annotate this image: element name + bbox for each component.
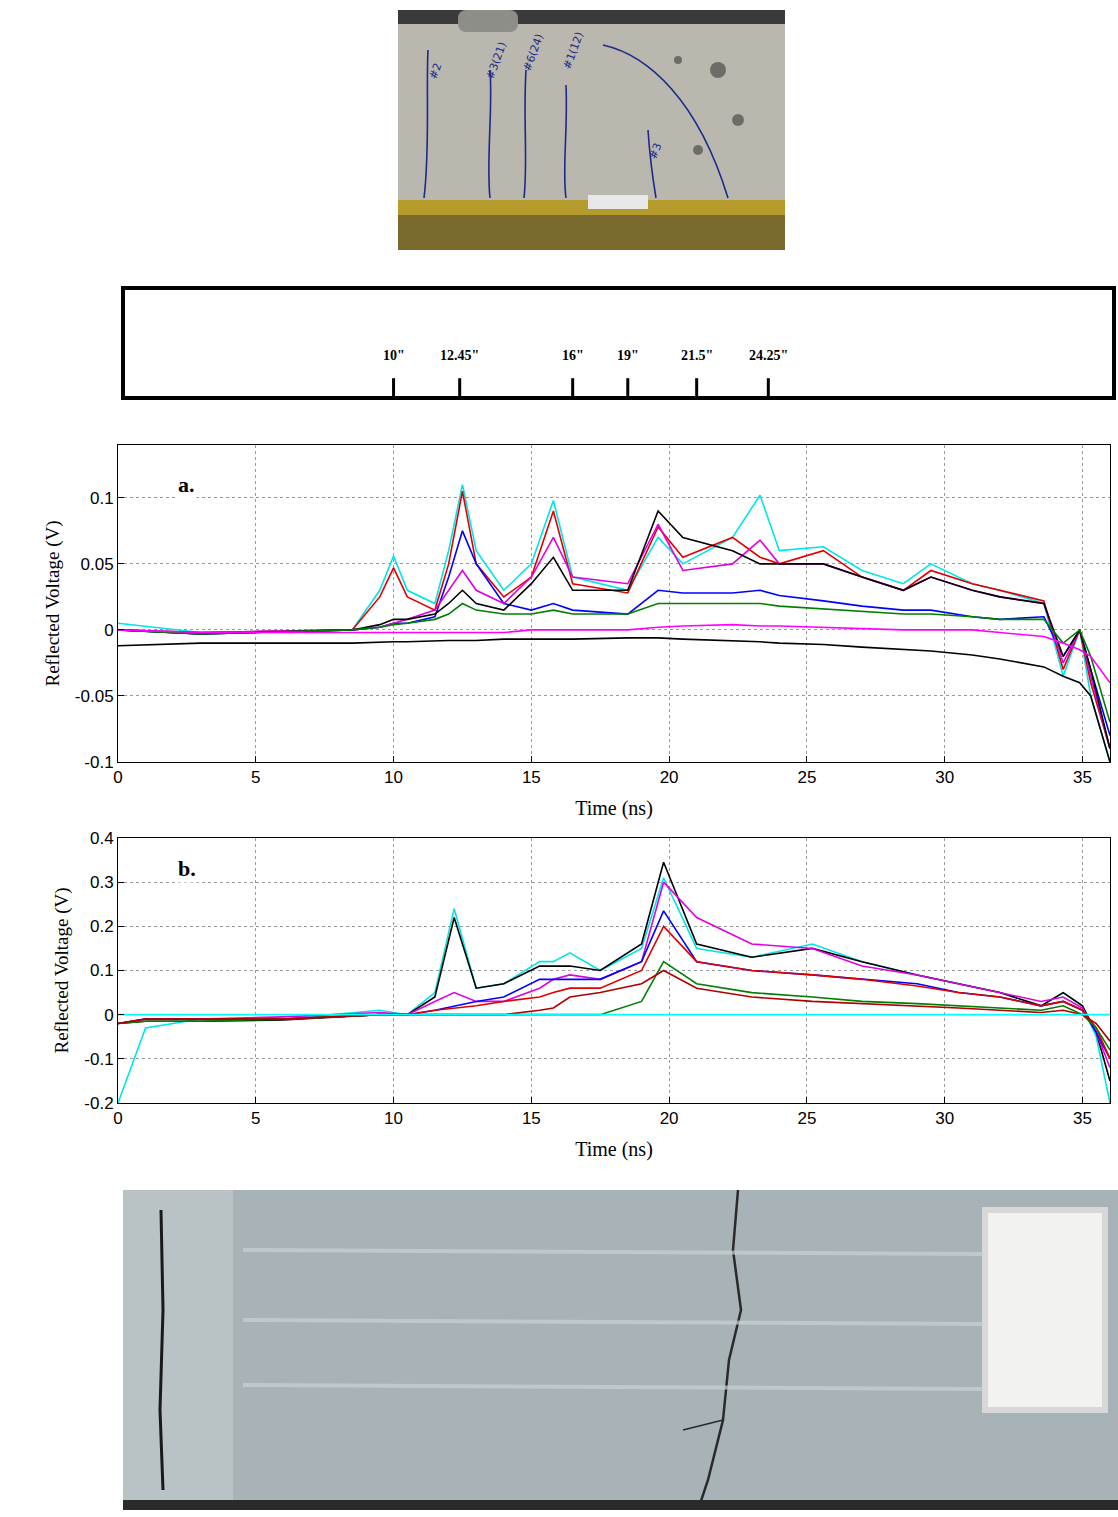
svg-text:12.45": 12.45" — [440, 348, 479, 363]
svg-text:Reflected Voltage (V): Reflected Voltage (V) — [42, 520, 64, 686]
svg-text:0.1: 0.1 — [90, 961, 114, 980]
svg-text:25: 25 — [797, 768, 816, 787]
svg-text:0.4: 0.4 — [90, 829, 114, 848]
svg-text:Reflected Voltage (V): Reflected Voltage (V) — [51, 887, 73, 1053]
svg-text:19": 19" — [617, 348, 639, 363]
svg-text:10: 10 — [384, 768, 403, 787]
svg-text:0: 0 — [113, 768, 122, 787]
svg-text:5: 5 — [251, 1109, 260, 1128]
svg-text:#2: #2 — [427, 61, 445, 81]
svg-text:-0.1: -0.1 — [84, 1050, 113, 1069]
svg-text:21.5": 21.5" — [681, 348, 713, 363]
svg-text:#3: #3 — [647, 141, 665, 161]
svg-text:#1(12): #1(12) — [561, 30, 586, 71]
svg-text:10: 10 — [384, 1109, 403, 1128]
svg-text:Time (ns): Time (ns) — [575, 797, 653, 820]
svg-text:a.: a. — [178, 472, 195, 497]
svg-text:0.05: 0.05 — [81, 555, 114, 574]
svg-text:15: 15 — [522, 768, 541, 787]
svg-text:0: 0 — [113, 1109, 122, 1128]
svg-text:#3(21): #3(21) — [484, 40, 509, 81]
svg-text:35: 35 — [1073, 1109, 1092, 1128]
svg-text:0.3: 0.3 — [90, 873, 114, 892]
svg-text:30: 30 — [935, 1109, 954, 1128]
svg-text:-0.1: -0.1 — [84, 753, 113, 772]
svg-text:0: 0 — [104, 621, 113, 640]
svg-text:35: 35 — [1073, 768, 1092, 787]
svg-text:25: 25 — [797, 1109, 816, 1128]
svg-text:0.2: 0.2 — [90, 917, 114, 936]
svg-text:0: 0 — [104, 1006, 113, 1025]
svg-text:24.25": 24.25" — [749, 348, 788, 363]
svg-text:16": 16" — [562, 348, 584, 363]
svg-text:#6(24): #6(24) — [521, 32, 546, 73]
svg-text:0.1: 0.1 — [90, 489, 114, 508]
svg-text:Time (ns): Time (ns) — [575, 1138, 653, 1161]
svg-text:30: 30 — [935, 768, 954, 787]
svg-text:-0.2: -0.2 — [84, 1094, 113, 1113]
svg-text:-0.05: -0.05 — [75, 687, 114, 706]
svg-text:20: 20 — [660, 768, 679, 787]
svg-text:20: 20 — [660, 1109, 679, 1128]
svg-text:15: 15 — [522, 1109, 541, 1128]
svg-text:5: 5 — [251, 768, 260, 787]
svg-text:b.: b. — [178, 856, 196, 881]
svg-text:10": 10" — [383, 348, 405, 363]
